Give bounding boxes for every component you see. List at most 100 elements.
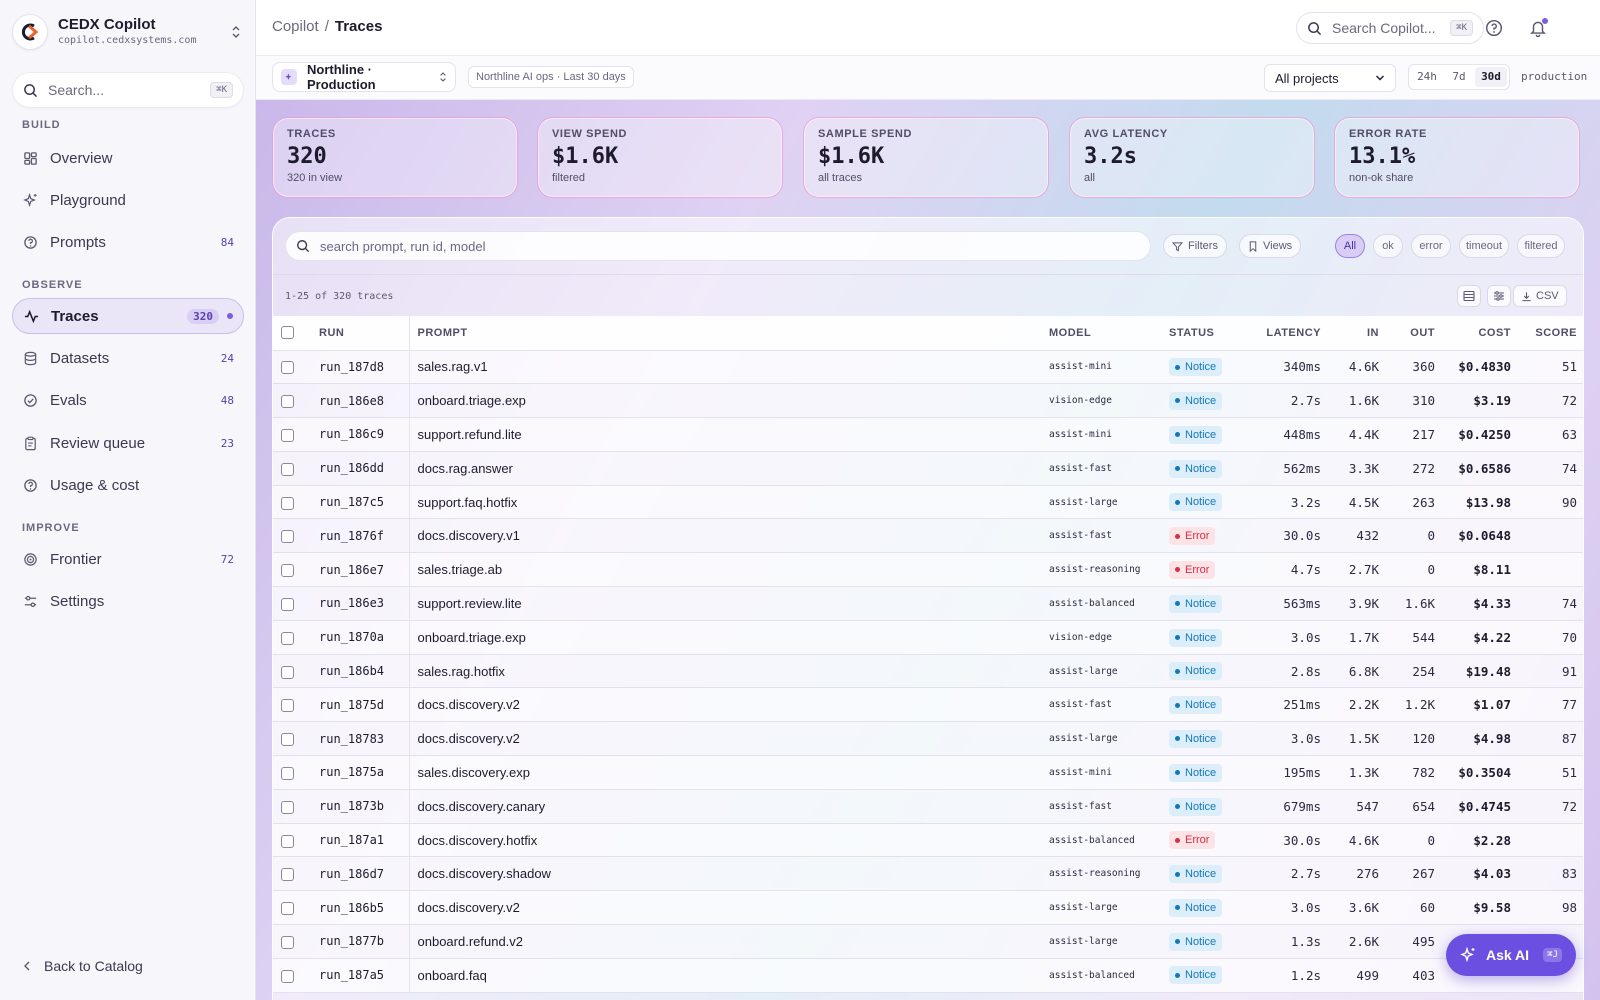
sidebar-item-frontier[interactable]: Frontier 72	[12, 541, 244, 577]
help-button[interactable]	[1484, 18, 1504, 38]
row-checkbox[interactable]	[281, 564, 294, 578]
sidebar-item-settings[interactable]: Settings	[12, 583, 244, 619]
ask-ai-button[interactable]: Ask AI ⌘J	[1446, 934, 1576, 976]
row-checkbox[interactable]	[281, 429, 294, 443]
run-id[interactable]: run_1870a	[311, 620, 409, 655]
trace-search-input[interactable]: search prompt, run id, model	[285, 231, 1151, 261]
breadcrumb-root[interactable]: Copilot	[272, 18, 319, 35]
views-button[interactable]: Views	[1239, 234, 1302, 258]
run-id[interactable]: run_1876f	[311, 518, 409, 554]
run-id[interactable]: run_187a1	[311, 823, 409, 858]
table-row[interactable]: run_187c5 support.faq.hotfix assist-large N…	[273, 485, 1583, 520]
global-search[interactable]: Search Copilot... ⌘K	[1296, 12, 1484, 44]
run-id[interactable]: run_186e3	[311, 586, 409, 621]
run-id[interactable]: run_186c9	[311, 417, 409, 452]
table-row[interactable]: run_187a5 onboard.faq assist-balanced Notic…	[273, 958, 1583, 993]
sidebar-item-traces[interactable]: Traces 320	[12, 298, 244, 334]
sidebar-item-evals[interactable]: Evals 48	[12, 382, 244, 418]
table-row[interactable]: run_186d7 docs.discovery.shadow assist-rea…	[273, 856, 1583, 892]
row-checkbox[interactable]	[281, 598, 294, 611]
status-chip-all[interactable]: All	[1335, 234, 1365, 258]
table-row[interactable]: run_1876f docs.discovery.v1 assist-fast Err…	[273, 518, 1583, 554]
table-row[interactable]: run_187a1 docs.discovery.hotfix assist-bal…	[273, 823, 1583, 858]
run-id[interactable]: run_1875d	[311, 687, 409, 723]
notifications-button[interactable]	[1528, 18, 1548, 38]
status-chip-error[interactable]: error	[1411, 234, 1451, 258]
sidebar-item-playground[interactable]: Playground	[12, 182, 244, 218]
row-checkbox[interactable]	[281, 530, 294, 544]
table-row[interactable]: run_186e7 sales.triage.ab assist-reasoning…	[273, 552, 1583, 588]
sidebar-item-usage-cost[interactable]: Usage & cost	[12, 467, 244, 503]
sidebar-item-review-queue[interactable]: Review queue 23	[12, 425, 244, 461]
column-header-score[interactable]: SCORE	[1519, 316, 1583, 351]
run-id[interactable]: run_1875a	[311, 755, 409, 790]
row-checkbox[interactable]	[281, 935, 294, 949]
table-row[interactable]: run_18783 docs.discovery.v2 assist-large No…	[273, 721, 1583, 757]
row-checkbox[interactable]	[281, 766, 294, 780]
range-30d[interactable]: 30d	[1475, 67, 1507, 87]
column-header-out[interactable]: OUT	[1387, 316, 1443, 351]
row-checkbox[interactable]	[281, 631, 294, 645]
table-row[interactable]: run_186e3 support.review.lite assist-balan…	[273, 586, 1583, 621]
row-checkbox[interactable]	[281, 834, 294, 848]
row-checkbox[interactable]	[281, 395, 294, 409]
table-row[interactable]: run_1875d docs.discovery.v2 assist-fast Not…	[273, 687, 1583, 723]
export-csv-button[interactable]: CSV	[1513, 285, 1567, 307]
table-row[interactable]: run_1875a sales.discovery.exp assist-mini N…	[273, 755, 1583, 790]
run-id[interactable]: run_186d7	[311, 856, 409, 892]
run-id[interactable]: run_1877b	[311, 924, 409, 959]
environment-selector[interactable]: Northline · Production	[272, 62, 456, 92]
run-id[interactable]: run_1873b	[311, 789, 409, 824]
sidebar-item-prompts[interactable]: Prompts 84	[12, 224, 244, 260]
column-header-status[interactable]: STATUS	[1161, 316, 1249, 351]
row-checkbox[interactable]	[281, 496, 294, 510]
column-header-model[interactable]: MODEL	[1041, 316, 1161, 351]
status-chip-timeout[interactable]: timeout	[1459, 234, 1509, 258]
range-24h[interactable]: 24h	[1417, 70, 1437, 83]
row-checkbox[interactable]	[281, 733, 294, 747]
filters-button[interactable]: Filters	[1163, 234, 1227, 258]
select-all-checkbox[interactable]	[281, 326, 294, 340]
row-checkbox[interactable]	[281, 800, 294, 814]
row-checkbox[interactable]	[281, 665, 294, 679]
row-checkbox[interactable]	[281, 699, 294, 713]
run-id[interactable]: run_187a5	[311, 958, 409, 993]
table-row[interactable]: run_186dd docs.rag.answer assist-fast Notic…	[273, 451, 1583, 486]
range-7d[interactable]: 7d	[1452, 70, 1466, 83]
column-header-latency[interactable]: LATENCY	[1249, 316, 1329, 351]
table-row[interactable]: run_1873b docs.discovery.canary assist-fas…	[273, 789, 1583, 824]
status-chip-filtered[interactable]: filtered	[1517, 234, 1565, 258]
run-id[interactable]: run_186e7	[311, 552, 409, 588]
row-checkbox[interactable]	[281, 902, 294, 916]
status-chip-ok[interactable]: ok	[1373, 234, 1403, 258]
table-row[interactable]: run_186b4 sales.rag.hotfix assist-large Not…	[273, 654, 1583, 689]
column-header-prompt[interactable]: PROMPT	[408, 316, 1041, 351]
run-id[interactable]: run_187c5	[311, 485, 409, 520]
table-row[interactable]: run_187d8 sales.rag.v1 assist-mini Notice 34…	[273, 350, 1583, 385]
sidebar-item-overview[interactable]: Overview	[12, 140, 244, 176]
row-checkbox[interactable]	[281, 969, 294, 983]
table-row[interactable]: run_186b5 docs.discovery.v2 assist-large No…	[273, 890, 1583, 926]
run-id[interactable]: run_186b5	[311, 890, 409, 926]
table-row[interactable]: run_186e8 onboard.triage.exp vision-edge No…	[273, 383, 1583, 419]
table-row[interactable]: run_186c9 support.refund.lite assist-mini N…	[273, 417, 1583, 452]
sidebar-item-datasets[interactable]: Datasets 24	[12, 340, 244, 376]
run-id[interactable]: run_186dd	[311, 451, 409, 486]
sidebar-search[interactable]: Search... ⌘K	[12, 72, 244, 108]
run-id[interactable]: run_18783	[311, 721, 409, 757]
density-button[interactable]	[1457, 285, 1481, 307]
back-to-catalog-link[interactable]: Back to Catalog	[22, 958, 143, 974]
row-checkbox[interactable]	[281, 462, 294, 476]
project-select[interactable]: All projects	[1264, 64, 1396, 92]
column-header-in[interactable]: IN	[1329, 316, 1387, 351]
table-row[interactable]: run_1870a onboard.triage.exp vision-edge No…	[273, 620, 1583, 655]
run-id[interactable]: run_186b4	[311, 654, 409, 689]
run-id[interactable]: run_187d8	[311, 350, 409, 385]
table-row[interactable]: run_1877b onboard.refund.v2 assist-large No…	[273, 924, 1583, 959]
row-checkbox[interactable]	[281, 868, 294, 882]
row-checkbox[interactable]	[281, 361, 294, 375]
workspace-switcher[interactable]: CEDX Copilot copilot.cedxsystems.com	[12, 12, 244, 52]
run-id[interactable]: run_186e8	[311, 383, 409, 419]
column-header-run[interactable]: RUN	[311, 316, 409, 351]
columns-button[interactable]	[1487, 285, 1511, 307]
